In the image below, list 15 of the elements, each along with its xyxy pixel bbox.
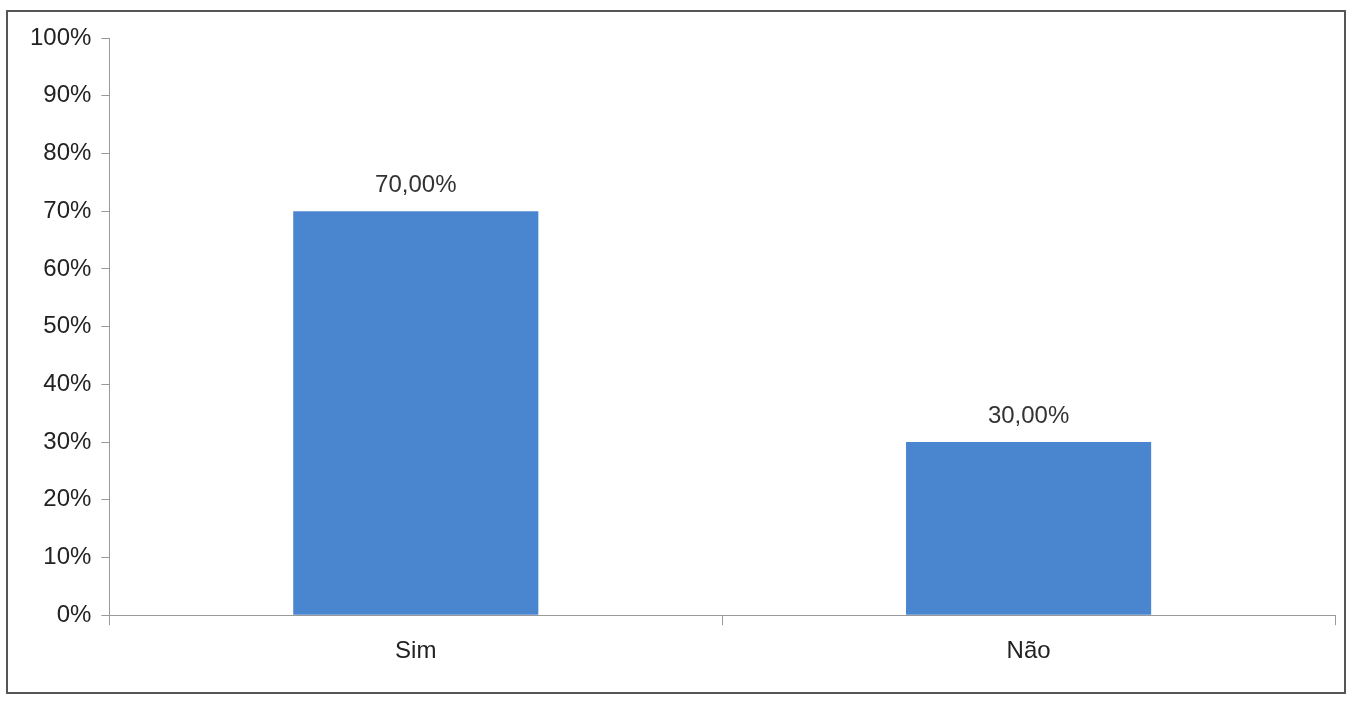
y-tick-label: 20% [43, 484, 92, 512]
y-tick-label: 70% [43, 195, 92, 223]
data-label: 30,00% [987, 400, 1070, 428]
y-tick-label: 40% [43, 368, 92, 396]
y-tick-label: 0% [56, 599, 92, 627]
y-tick-label: 50% [43, 311, 92, 339]
y-tick-label: 30% [43, 426, 92, 454]
y-tick-label: 90% [43, 80, 92, 108]
x-tick-label: Sim [395, 636, 437, 664]
y-tick-label: 60% [43, 253, 92, 281]
y-tick-label: 10% [43, 542, 92, 570]
x-tick-label: Não [1006, 636, 1051, 664]
y-tick-label: 100% [29, 22, 92, 50]
y-tick-label: 80% [43, 138, 92, 166]
data-label: 70,00% [375, 169, 457, 197]
